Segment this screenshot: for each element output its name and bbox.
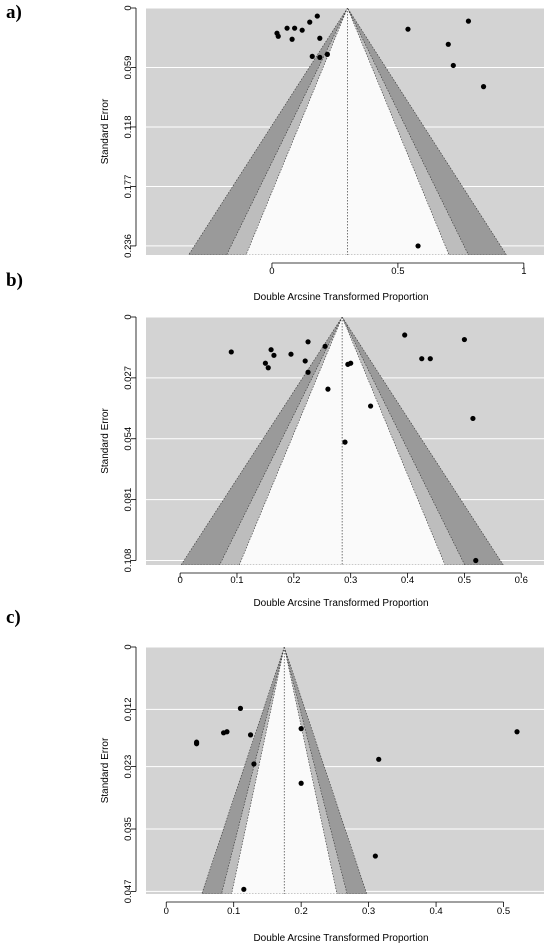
- study-point-12: [405, 26, 411, 32]
- x-tick-label-5: 0.5: [458, 575, 471, 586]
- study-point-10: [376, 756, 382, 762]
- y-tick-label-3: 0.035: [123, 817, 134, 841]
- y-tick-label-2: 0.054: [123, 427, 134, 451]
- panel-label-b: b): [6, 270, 23, 291]
- study-point-13: [348, 360, 354, 366]
- x-tick-label-4: 0.4: [429, 906, 442, 917]
- x-axis-title: Double Arcsine Transformed Proportion: [253, 598, 428, 609]
- y-tick-label-1: 0.012: [123, 698, 134, 722]
- x-tick-label-3: 0.3: [344, 575, 357, 586]
- study-point-4: [292, 25, 298, 31]
- study-point-8: [305, 369, 311, 375]
- study-point-5: [299, 27, 305, 33]
- study-point-0: [228, 349, 234, 355]
- study-point-11: [324, 51, 330, 57]
- study-point-19: [470, 415, 476, 422]
- y-axis-title: Standard Error: [100, 98, 111, 164]
- y-tick-label-3: 0.177: [123, 175, 134, 199]
- x-tick-label-5: 0.5: [497, 906, 510, 917]
- funnel-plot-c: 0 0.012 0.023 0.035 0.047 0 0.1 0.2 0.3 0.4 0.5 Dou…: [100, 644, 544, 944]
- study-point-14: [367, 403, 374, 409]
- x-tick-label-1: 0.5: [391, 266, 404, 277]
- study-point-13: [445, 41, 451, 47]
- x-tick-label-1: 0.1: [230, 575, 243, 586]
- study-point-7: [298, 726, 304, 732]
- study-point-8: [317, 35, 323, 41]
- x-tick-label-4: 0.4: [401, 575, 414, 586]
- x-tick-label-2: 0.2: [287, 575, 300, 586]
- y-tick-label-4: 0.108: [123, 549, 134, 573]
- study-point-6: [251, 761, 257, 767]
- panel-label-a: a): [6, 2, 22, 23]
- panel-b: b) 0 0.027 0.054 0.081 0.108 0 0.1 0.2 0.3 0.4 0.5…: [0, 270, 550, 620]
- study-point-17: [415, 243, 421, 249]
- study-point-3: [224, 729, 230, 735]
- y-tick-label-1: 0.059: [123, 56, 134, 80]
- study-point-9: [322, 343, 328, 349]
- y-tick-label-4: 0.236: [123, 234, 134, 258]
- study-point-1: [262, 360, 268, 366]
- x-tick-label-2: 0.2: [295, 906, 308, 917]
- x-tick-label-0: 0: [164, 906, 169, 917]
- study-point-3: [289, 36, 295, 42]
- study-point-4: [237, 705, 244, 711]
- study-point-15: [465, 18, 472, 24]
- x-axis-title: Double Arcsine Transformed Proportion: [253, 933, 428, 944]
- study-point-11: [514, 729, 520, 735]
- y-tick-label-2: 0.118: [123, 115, 134, 138]
- study-point-18: [461, 336, 467, 343]
- study-point-9: [372, 853, 378, 859]
- x-tick-label-0: 0: [177, 575, 182, 586]
- study-point-8: [298, 780, 304, 786]
- study-point-3: [268, 347, 274, 353]
- funnel-plot-a: 0 0.059 0.118 0.177 0.236 0 0.5 1 Double Arcsine…: [100, 5, 544, 303]
- panel-label-c: c): [6, 607, 21, 628]
- study-point-6: [307, 19, 313, 25]
- y-tick-label-0: 0: [123, 5, 134, 10]
- study-point-12: [241, 886, 247, 892]
- panel-a: a) 0 0.059 0.118 0.177 0.236 0 0.5 1 Double Arcs…: [0, 0, 550, 310]
- study-point-14: [450, 62, 456, 69]
- study-point-5: [247, 732, 254, 738]
- x-tick-label-1: 0.1: [227, 906, 240, 917]
- y-tick-label-0: 0: [123, 644, 134, 649]
- x-tick-label-0: 0: [269, 266, 274, 277]
- y-tick-label-4: 0.047: [123, 880, 134, 904]
- study-point-17: [427, 356, 433, 362]
- study-point-5: [288, 351, 294, 357]
- x-tick-label-3: 0.3: [362, 906, 375, 917]
- study-point-16: [419, 356, 425, 362]
- study-point-1: [275, 33, 281, 39]
- y-tick-label-2: 0.023: [123, 755, 134, 779]
- study-point-10: [317, 54, 323, 61]
- x-axis-title: Double Arcsine Transformed Proportion: [253, 292, 428, 303]
- funnel-plot-b: 0 0.027 0.054 0.081 0.108 0 0.1 0.2 0.3 0.4 0.5 0.6…: [100, 314, 544, 609]
- study-point-16: [480, 84, 487, 90]
- study-point-10: [325, 386, 331, 392]
- y-tick-label-3: 0.081: [123, 488, 134, 512]
- x-tick-label-6: 0.6: [515, 575, 528, 586]
- study-point-2: [284, 25, 290, 31]
- study-point-4: [271, 352, 277, 358]
- study-point-2: [265, 365, 271, 371]
- study-point-7: [314, 13, 320, 19]
- panel-c: c) 0 0.012 0.023 0.035 0.047 0 0.1 0.2 0.3 0.4 0.5…: [0, 607, 550, 947]
- y-axis-title: Standard Error: [100, 408, 111, 474]
- y-axis-title: Standard Error: [100, 737, 111, 803]
- study-point-7: [305, 339, 311, 345]
- study-point-11: [342, 439, 348, 445]
- x-tick-label-2: 1: [521, 266, 526, 277]
- study-point-20: [473, 557, 479, 564]
- y-tick-label-1: 0.027: [123, 366, 134, 390]
- study-point-9: [309, 53, 315, 59]
- y-tick-label-0: 0: [123, 314, 134, 319]
- study-point-15: [402, 332, 408, 338]
- study-point-6: [302, 358, 308, 364]
- study-point-1: [193, 741, 200, 747]
